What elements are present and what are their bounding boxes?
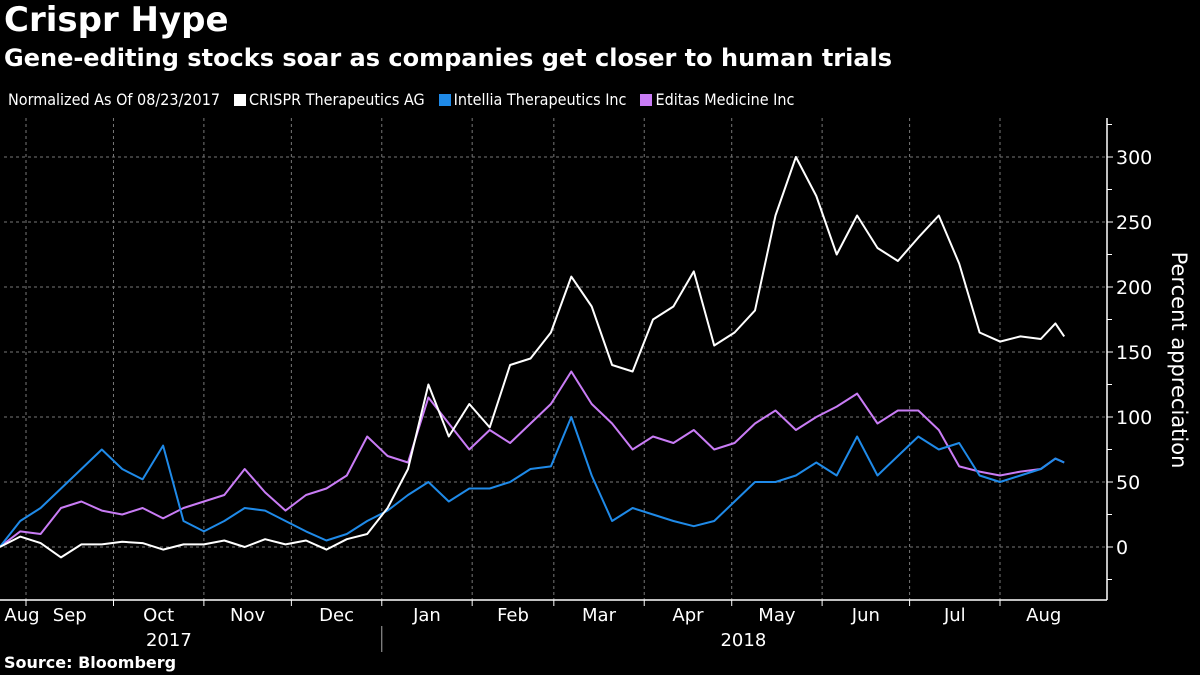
x-tick-label: Jan <box>412 605 441 626</box>
y-tick-label: 250 <box>1116 212 1152 234</box>
chart-subtitle: Gene-editing stocks soar as companies ge… <box>4 44 893 72</box>
legend-swatch-intellia <box>438 93 451 106</box>
legend: Normalized As Of 08/23/2017 CRISPR Thera… <box>8 90 808 109</box>
legend-label-editas: Editas Medicine Inc <box>655 90 795 109</box>
chart-title: Crispr Hype <box>4 0 229 40</box>
x-tick-label: May <box>758 605 796 626</box>
legend-label-intellia: Intellia Therapeutics Inc <box>453 90 627 109</box>
y-tick-label: 100 <box>1116 407 1152 429</box>
y-tick-label: 50 <box>1116 472 1140 494</box>
y-tick-label: 300 <box>1116 147 1152 169</box>
legend-item-editas: Editas Medicine Inc <box>640 90 794 109</box>
series-line-editas <box>0 370 1065 548</box>
y-tick-label: 150 <box>1116 342 1152 364</box>
legend-swatch-editas <box>640 93 653 106</box>
x-tick-label: Mar <box>582 605 617 626</box>
x-tick-label: Feb <box>497 605 529 626</box>
legend-swatch-crispr <box>234 93 246 106</box>
y-tick-label: 200 <box>1116 277 1152 299</box>
y-tick-label: 0 <box>1116 537 1128 559</box>
series-line-crispr <box>0 156 1066 559</box>
y-axis-label: Percent appreciation <box>1167 252 1191 469</box>
x-tick-label: Aug <box>1026 605 1061 626</box>
x-tick-label: Sep <box>53 605 87 626</box>
legend-item-intellia: Intellia Therapeutics Inc <box>438 90 627 109</box>
x-tick-label: Oct <box>143 605 174 626</box>
x-tick-label: Jun <box>851 605 880 626</box>
gridlines <box>4 118 1107 600</box>
series-line-intellia <box>0 416 1065 548</box>
x-year-label: 2018 <box>720 630 766 651</box>
x-year-label: 2017 <box>146 630 192 651</box>
series-lines <box>0 156 1066 559</box>
x-tick-label: Apr <box>672 605 704 626</box>
legend-item-crispr: CRISPR Therapeutics AG <box>234 90 425 109</box>
legend-note: Normalized As Of 08/23/2017 <box>8 90 220 109</box>
source-note: Source: Bloomberg <box>4 653 177 672</box>
x-tick-label: Dec <box>319 605 354 626</box>
x-tick-label: Jul <box>943 605 966 626</box>
legend-label-crispr: CRISPR Therapeutics AG <box>249 90 425 109</box>
x-tick-label: Aug <box>4 605 39 626</box>
x-tick-label: Nov <box>230 605 265 626</box>
axes: 0 50 100 150 200 250 300 Aug Sep Oct Nov Dec Jan Feb M… <box>0 118 1152 652</box>
